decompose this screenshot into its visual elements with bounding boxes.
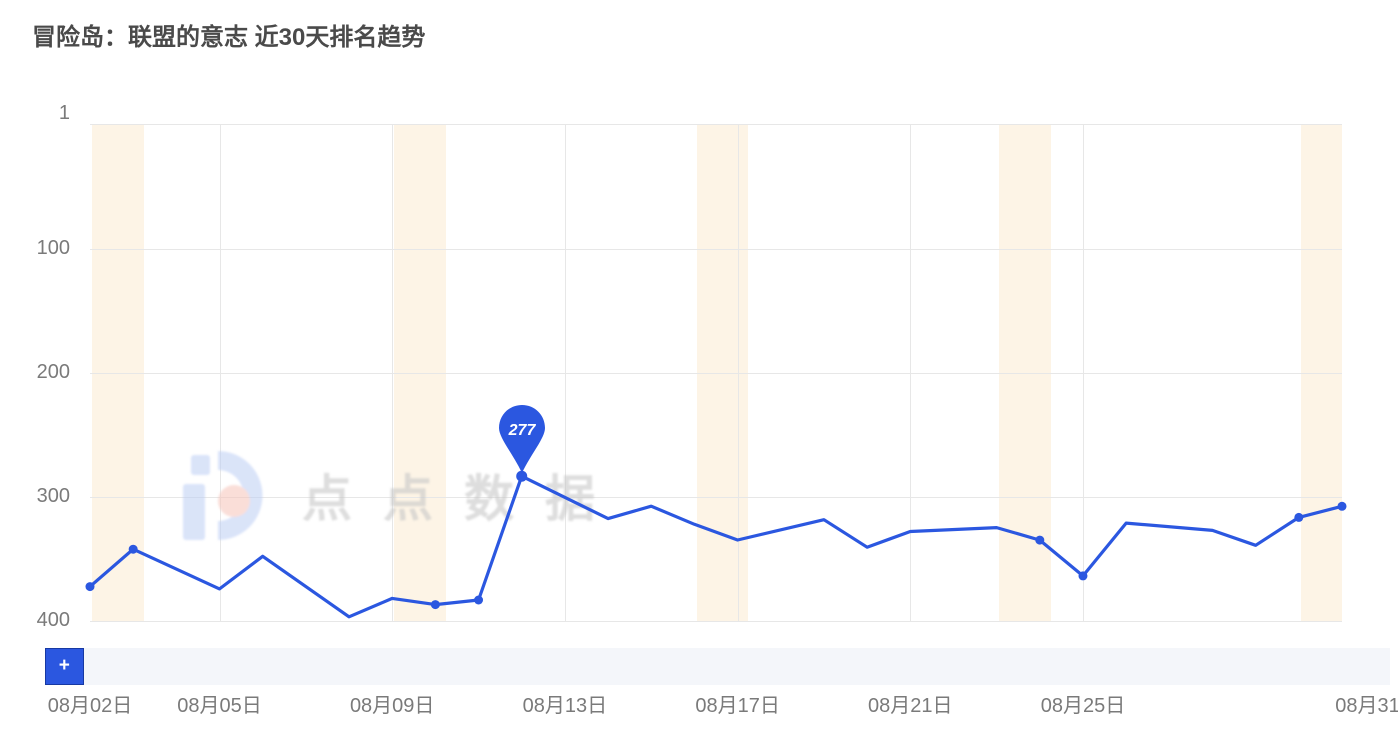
svg-text:点点数据: 点点数据 [302, 471, 626, 527]
svg-text:277: 277 [508, 422, 537, 439]
